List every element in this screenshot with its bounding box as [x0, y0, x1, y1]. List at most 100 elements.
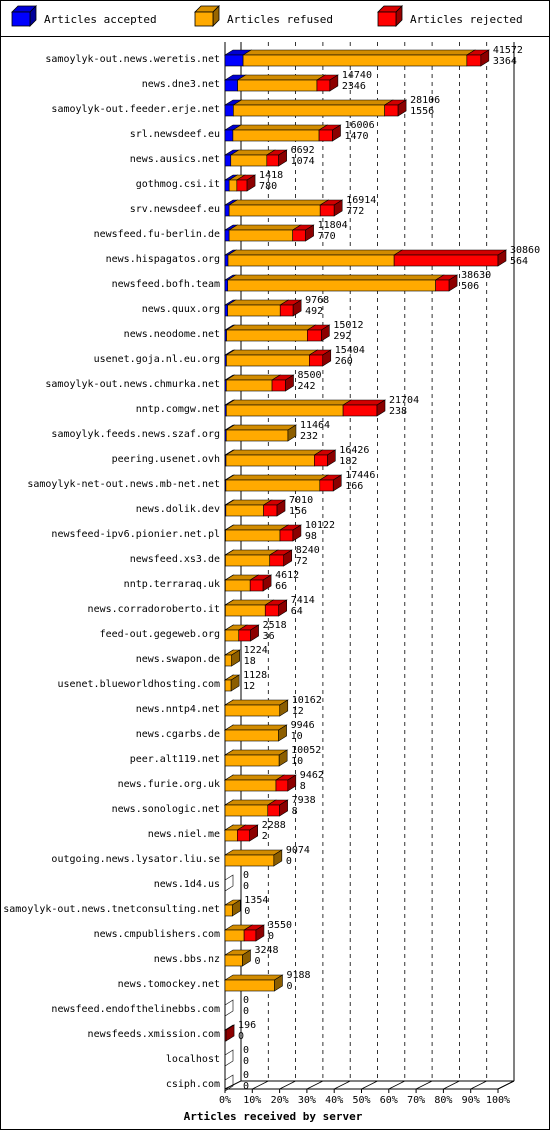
bar-segment-refused: [224, 524, 290, 542]
category-label-usenet-goja-nl-eu-org: usenet.goja.nl.eu.org: [94, 354, 220, 365]
category-label-peer-alt119-net: peer.alt119.net: [130, 754, 220, 765]
bar-news-niel-me: [223, 824, 259, 842]
value-label-accepted: 0: [254, 956, 260, 967]
value-label-accepted: 232: [300, 431, 318, 442]
bar-segment-refused: [232, 99, 394, 117]
bar-news-cgarbs-de: [223, 724, 288, 742]
value-label-refused: 28106: [410, 95, 440, 106]
bar-samoylyk-out-news-tnetconsulting-net: [223, 899, 242, 917]
value-label-refused: 16914: [346, 195, 376, 206]
value-label-refused: 15404: [335, 345, 365, 356]
bar-side: [287, 774, 297, 792]
bar-segment-refused: [224, 449, 324, 467]
value-label-refused: 0: [243, 1070, 249, 1081]
value-label-refused: 41572: [493, 45, 523, 56]
category-label-news-cmpublishers-com: news.cmpublishers.com: [94, 929, 220, 940]
bar-segment-rejected: [236, 824, 259, 842]
value-label-accepted: 166: [345, 481, 363, 492]
bar-side: [285, 374, 294, 392]
category-label-usenet-blueworldhosting-com: usenet.blueworldhosting.com: [57, 679, 220, 690]
category-label-nntp-comgw-net: nntp.comgw.net: [136, 404, 220, 415]
bar-side: [231, 899, 241, 917]
bar-peer-alt119-net: [223, 749, 289, 767]
bar-side: [480, 49, 490, 67]
x-tick-label: 60%: [380, 1095, 398, 1106]
value-label-accepted: 1074: [291, 156, 315, 167]
bar-news-corradoroberto-it: [223, 599, 288, 617]
category-label-news-corradoroberto-it: news.corradoroberto.it: [88, 604, 220, 615]
category-label-news-ausics-net: news.ausics.net: [130, 154, 220, 165]
value-label-refused: 30860: [510, 245, 540, 256]
category-label-newsfeed-xs3-de: newsfeed.xs3.de: [130, 554, 220, 565]
value-label-accepted: 2: [262, 831, 268, 842]
bar-newsfeed-fu-berlin-de: [223, 224, 315, 242]
value-label-refused: 11804: [318, 220, 348, 231]
category-label-localhost: localhost: [166, 1054, 220, 1065]
bar-segment-refused: [224, 474, 329, 492]
bar-news-dne3-net: [223, 74, 339, 92]
bar-news-sonologic-net: [223, 799, 289, 817]
bar-side: [397, 99, 407, 117]
bar-empty: [224, 999, 234, 1017]
bar-gothmog-csi-it: [223, 174, 257, 192]
bar-news-cmpublishers-com: [223, 924, 265, 942]
value-label-accepted: 18: [244, 656, 256, 667]
bar-side: [273, 849, 283, 867]
bar-side: [305, 224, 314, 242]
x-tick-label: 50%: [352, 1095, 370, 1106]
value-label-accepted: 182: [339, 456, 357, 467]
bar-segment-refused: [225, 424, 297, 442]
bar-side: [292, 299, 302, 317]
value-label-accepted: 770: [318, 231, 336, 242]
bar-news-bbs-nz: [223, 949, 252, 967]
category-label-samoylyk-out-feeder-erje-net: samoylyk-out.feeder.erje.net: [51, 104, 220, 115]
bar-news-nntp4-net: [223, 699, 289, 717]
category-label-news-niel-me: news.niel.me: [148, 829, 220, 840]
bar-segment-refused: [228, 224, 302, 242]
value-label-accepted: 8: [292, 806, 298, 817]
value-label-refused: 16426: [339, 445, 369, 456]
bar-side: [274, 974, 283, 992]
value-label-accepted: 0: [244, 906, 250, 917]
bars: [223, 49, 508, 1092]
value-label-accepted: 72: [296, 556, 308, 567]
category-label-news-hispagatos-org: news.hispagatos.org: [106, 254, 220, 265]
value-label-refused: 9768: [305, 295, 329, 306]
bar-nntp-terraraq-uk: [223, 574, 273, 592]
category-label-nntp-terraraq-uk: nntp.terraraq.uk: [124, 579, 220, 590]
value-label-refused: 38630: [461, 270, 491, 281]
bar-segment-refused: [224, 749, 289, 767]
value-label-refused: 2288: [262, 820, 286, 831]
bar-usenet-blueworldhosting-com: [223, 674, 241, 692]
value-label-accepted: 0: [243, 1081, 249, 1092]
bar-side: [376, 399, 386, 417]
value-label-accepted: 492: [305, 306, 323, 317]
category-label-samoylyk-out-news-weretis-net: samoylyk-out.news.weretis.net: [45, 54, 220, 65]
bar-samoylyk-net-out-news-mb-net-net: [223, 474, 343, 492]
bar-newsfeed-endofthelinebbs-com: [224, 999, 234, 1017]
category-label-srl-newsdeef-eu: srl.newsdeef.eu: [130, 129, 220, 140]
value-label-refused: 1354: [244, 895, 268, 906]
bar-side: [292, 524, 302, 542]
value-label-refused: 21704: [389, 395, 419, 406]
value-label-accepted: 64: [291, 606, 303, 617]
bar-empty: [224, 1049, 234, 1067]
x-tick-label: 70%: [407, 1095, 425, 1106]
value-label-refused: 6692: [291, 145, 315, 156]
legend-item-articles-rejected: Articles rejected: [377, 5, 523, 27]
value-label-accepted: 242: [298, 381, 316, 392]
category-label-news-sonologic-net: news.sonologic.net: [112, 804, 220, 815]
value-label-accepted: 2346: [342, 81, 366, 92]
value-label-accepted: 36: [263, 631, 275, 642]
category-label-newsfeed-bofh-team: newsfeed.bofh.team: [112, 279, 220, 290]
bar-srl-newsdeef-eu: [223, 124, 342, 142]
x-tick-label: 10%: [243, 1095, 261, 1106]
bar-usenet-goja-nl-eu-org: [223, 349, 332, 367]
category-label-news-neodome-net: news.neodome.net: [124, 329, 220, 340]
bar-samoylyk-out-feeder-erje-net: [223, 99, 408, 117]
value-label-refused: 10162: [292, 695, 322, 706]
bar-segment-refused: [225, 324, 317, 342]
bar-side: [332, 474, 342, 492]
